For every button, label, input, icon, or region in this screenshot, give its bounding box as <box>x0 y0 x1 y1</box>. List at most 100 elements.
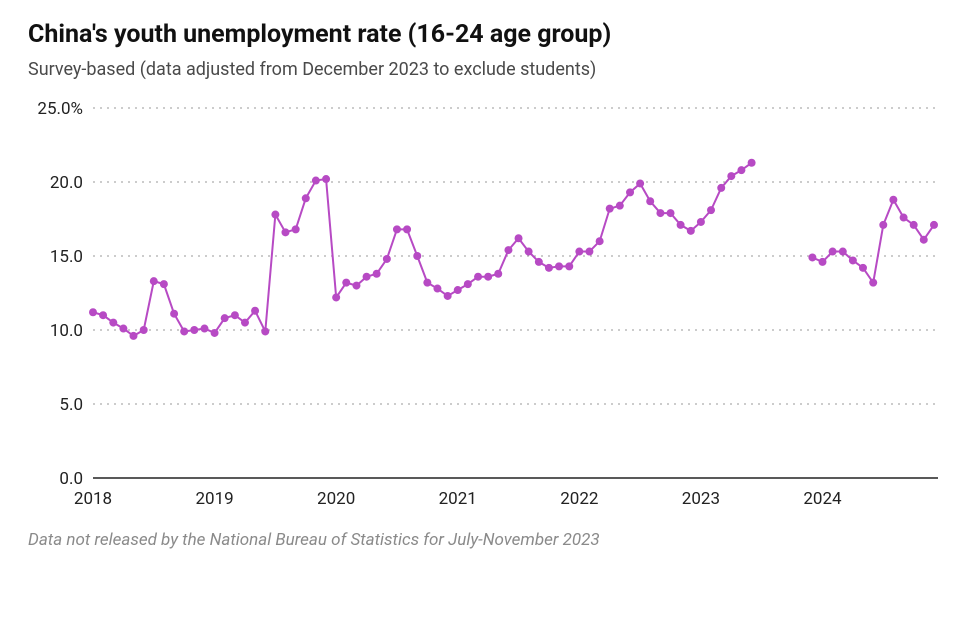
series-point <box>687 227 695 235</box>
series-point <box>109 319 117 327</box>
series-point <box>879 221 887 229</box>
series-point <box>930 221 938 229</box>
series-point <box>839 248 847 256</box>
chart-subtitle: Survey-based (data adjusted from Decembe… <box>28 59 951 80</box>
series-point <box>312 177 320 185</box>
series-point <box>190 326 198 334</box>
series-point <box>585 248 593 256</box>
series-point <box>869 279 877 287</box>
series-point <box>393 225 401 233</box>
x-tick-label: 2022 <box>560 489 598 509</box>
series-point <box>636 179 644 187</box>
series-point <box>484 273 492 281</box>
series-point <box>444 292 452 300</box>
series-point <box>494 270 502 278</box>
series-point <box>433 285 441 293</box>
series-point <box>717 184 725 192</box>
series-point <box>575 248 583 256</box>
series-point <box>677 221 685 229</box>
series-point <box>373 270 381 278</box>
series-point <box>535 258 543 266</box>
x-tick-label: 2024 <box>803 489 842 509</box>
series-point <box>271 211 279 219</box>
series-point <box>281 228 289 236</box>
series-point <box>129 332 137 340</box>
series-point <box>160 280 168 288</box>
series-point <box>474 273 482 281</box>
series-point <box>667 209 675 217</box>
y-tick-label: 5.0 <box>59 395 83 415</box>
x-tick-label: 2020 <box>317 489 355 509</box>
series-point <box>251 307 259 315</box>
series-point <box>697 218 705 226</box>
chart-footnote: Data not released by the National Bureau… <box>28 530 951 550</box>
y-tick-label: 0.0 <box>59 469 83 489</box>
series-point <box>302 194 310 202</box>
series-point <box>707 206 715 214</box>
series-point <box>119 325 127 333</box>
series-point <box>322 175 330 183</box>
series-point <box>808 253 816 261</box>
series-point <box>829 248 837 256</box>
y-tick-label: 25.0% <box>37 99 83 119</box>
series-point <box>849 256 857 264</box>
series-point <box>221 314 229 322</box>
x-tick-label: 2021 <box>439 489 477 509</box>
series-point <box>423 279 431 287</box>
y-tick-label: 20.0 <box>50 173 83 193</box>
series-point <box>180 327 188 335</box>
series-point <box>616 202 624 210</box>
series-point <box>900 214 908 222</box>
series-point <box>606 205 614 213</box>
series-point <box>231 311 239 319</box>
series-point <box>859 264 867 272</box>
chart-area: 0.0 5.0 10.0 15.0 20.0 25.0% 2018 2019 2020 2021 2… <box>28 88 951 522</box>
series-point <box>748 159 756 167</box>
series-point <box>464 280 472 288</box>
series-point <box>504 246 512 254</box>
series-point <box>565 262 573 270</box>
series-point <box>920 236 928 244</box>
series-point <box>383 255 391 263</box>
line-chart: 0.0 5.0 10.0 15.0 20.0 25.0% 2018 2019 2020 2021 2… <box>28 88 948 518</box>
series-point <box>352 282 360 290</box>
series-point <box>342 279 350 287</box>
series-point <box>292 225 300 233</box>
series-point <box>889 196 897 204</box>
series-point <box>99 311 107 319</box>
series-point <box>170 310 178 318</box>
series-point <box>261 327 269 335</box>
series-point <box>211 329 219 337</box>
series-point <box>910 221 918 229</box>
series-point <box>646 197 654 205</box>
series-line <box>812 200 934 283</box>
series-point <box>819 258 827 266</box>
series-point <box>626 188 634 196</box>
series-point <box>413 252 421 260</box>
series-point <box>737 166 745 174</box>
series-line <box>93 163 752 336</box>
series-point <box>656 209 664 217</box>
series-point <box>454 286 462 294</box>
series-point <box>332 293 340 301</box>
y-tick-label: 10.0 <box>50 321 83 341</box>
x-tick-label: 2019 <box>195 489 233 509</box>
series-point <box>515 234 523 242</box>
series-point <box>545 264 553 272</box>
x-tick-label: 2023 <box>682 489 720 509</box>
series-point <box>150 277 158 285</box>
series-point <box>140 326 148 334</box>
series-point <box>596 237 604 245</box>
figure-container: China's youth unemployment rate (16-24 a… <box>0 0 979 619</box>
series-point <box>403 225 411 233</box>
series-point <box>363 273 371 281</box>
x-tick-label: 2018 <box>74 489 112 509</box>
series-point <box>241 319 249 327</box>
y-tick-label: 15.0 <box>50 247 83 267</box>
series-point <box>200 325 208 333</box>
series-point <box>89 308 97 316</box>
series-point <box>525 248 533 256</box>
series-point <box>727 172 735 180</box>
series-point <box>555 262 563 270</box>
chart-title: China's youth unemployment rate (16-24 a… <box>28 20 951 49</box>
